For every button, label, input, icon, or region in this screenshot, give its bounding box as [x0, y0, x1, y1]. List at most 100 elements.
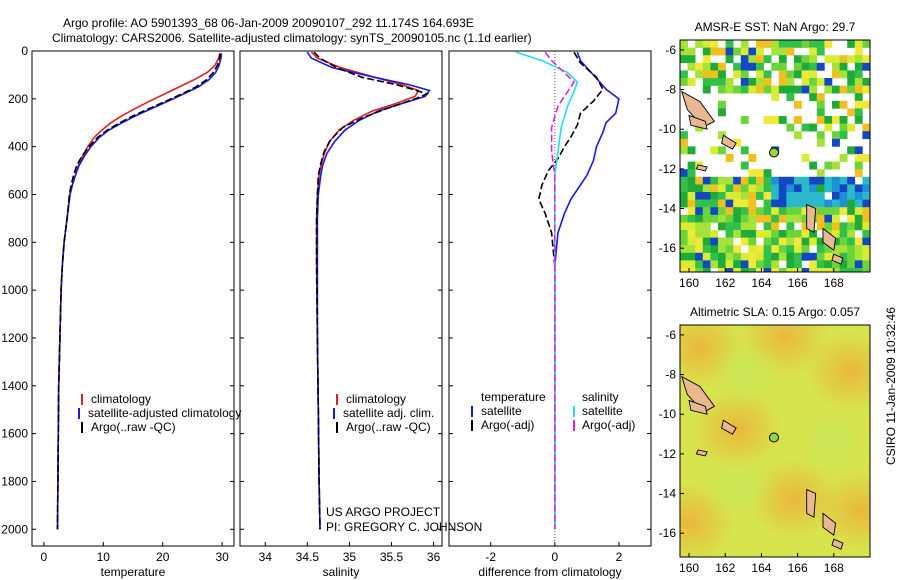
sst-cell — [809, 93, 818, 102]
sst-cell — [680, 192, 688, 200]
sst-cell — [778, 62, 787, 71]
sst-cell — [725, 207, 734, 216]
sst-cell — [763, 116, 772, 124]
sst-cell — [786, 260, 795, 269]
sst-cell — [839, 70, 848, 79]
sst-cell — [854, 268, 863, 272]
sst-cell — [733, 207, 742, 216]
sst-cell — [748, 199, 757, 208]
sst-cell — [832, 260, 840, 269]
sst-cell — [854, 245, 863, 254]
sst-cell — [718, 260, 726, 269]
sst-cell — [824, 116, 833, 124]
sst-cell — [740, 146, 749, 155]
sst-cell — [832, 237, 840, 246]
sst-cell — [710, 214, 719, 223]
sst-cell — [725, 268, 734, 272]
island — [695, 164, 708, 172]
sst-cell — [733, 70, 742, 79]
sst-cell — [740, 55, 749, 64]
sst-cell — [680, 146, 688, 155]
sst-cell — [718, 100, 726, 109]
sst-cell — [710, 47, 719, 56]
climatology-title: Climatology: CARS2006. Satellite-adjuste… — [52, 31, 532, 45]
sst-cell — [778, 47, 787, 56]
sst-cell — [748, 268, 757, 272]
sst-cell — [710, 192, 719, 200]
sst-cell — [809, 230, 818, 238]
sst-cell — [824, 85, 833, 94]
map-x-tick-label: 162 — [715, 561, 735, 575]
sst-cell — [756, 55, 764, 64]
map-x-tick-label: 168 — [824, 276, 844, 290]
sst-cell — [763, 245, 772, 254]
sst-cell — [801, 268, 810, 272]
sst-cell — [862, 131, 870, 140]
sst-cell — [695, 237, 704, 246]
legend-temperature-title: temperature — [481, 390, 546, 404]
sst-cell — [756, 214, 764, 223]
sst-cell — [824, 222, 833, 231]
sst-cell — [862, 199, 870, 208]
sst-cell — [854, 154, 863, 162]
series-group — [516, 51, 620, 530]
sst-cell — [786, 176, 795, 185]
sst-cell — [778, 184, 787, 193]
map-x-tick-label: 164 — [751, 276, 771, 290]
sst-cell — [725, 260, 734, 269]
sst-cell — [756, 184, 764, 193]
island — [688, 399, 708, 415]
sst-cell — [748, 260, 757, 269]
sst-cell — [687, 47, 696, 56]
map-title: AMSR-E SST: NaN Argo: 29.7 — [695, 20, 856, 34]
island — [695, 449, 708, 457]
sst-cell — [725, 192, 734, 200]
sst-cell — [854, 207, 863, 216]
map-x-tick-label: 160 — [679, 561, 699, 575]
sst-cell — [756, 47, 764, 56]
csiro-timestamp: CSIRO 11-Jan-2009 10:32:46 — [884, 307, 898, 465]
sst-cell — [839, 260, 848, 269]
sst-cell — [778, 230, 787, 238]
sst-cell — [695, 252, 704, 261]
sst-cell — [801, 78, 810, 86]
island — [806, 488, 817, 519]
sst-cell — [771, 260, 780, 269]
sst-cell — [801, 62, 810, 71]
sla-blob — [792, 406, 870, 476]
axes-box — [31, 50, 235, 547]
sst-cell — [763, 192, 772, 200]
sst-cell — [718, 222, 726, 231]
sst-cell — [862, 55, 870, 64]
map-y-tick-label: -12 — [659, 162, 677, 176]
sst-cell — [778, 268, 787, 272]
sst-cell — [809, 252, 818, 261]
y-tick-label: 0 — [21, 44, 28, 58]
legend-satellite-adjusted: satellite-adjusted climatology — [88, 406, 241, 420]
sst-cell — [740, 85, 749, 94]
sst-cell — [771, 252, 780, 261]
sst-cell — [756, 192, 764, 200]
sst-cell — [854, 40, 863, 48]
sst-cell — [809, 123, 818, 132]
sst-cell — [839, 62, 848, 71]
legend-sal-argo: Argo(-adj) — [582, 418, 635, 432]
sst-cell — [748, 47, 757, 56]
sst-cell — [778, 40, 787, 48]
sst-cell — [740, 161, 749, 170]
x-tick-label: 20 — [156, 550, 170, 564]
sst-cell — [718, 85, 726, 94]
sst-cell — [680, 55, 688, 64]
sst-cell — [702, 55, 711, 64]
sst-cell — [832, 55, 840, 64]
sst-cell — [763, 207, 772, 216]
island — [721, 134, 737, 150]
sst-cell — [687, 169, 696, 178]
series-group — [56, 53, 223, 530]
sst-cell — [756, 260, 764, 269]
sst-cell — [748, 192, 757, 200]
sst-cell — [718, 199, 726, 208]
sst-cell — [778, 192, 787, 200]
sst-cell — [748, 245, 757, 254]
